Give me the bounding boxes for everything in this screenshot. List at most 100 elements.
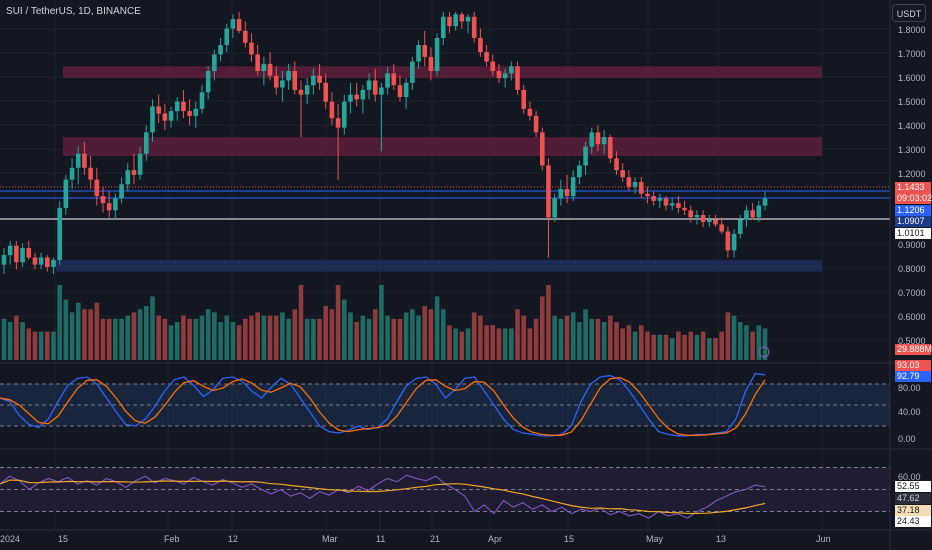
volume-bar: [156, 315, 161, 360]
volume-bar: [694, 334, 700, 360]
countdown-tag: 09:03:02: [895, 193, 932, 204]
lightning-icon: [758, 346, 770, 358]
volume-bar: [218, 322, 223, 360]
price-axis-label: 1.6000: [898, 73, 926, 83]
candle-body: [589, 132, 595, 147]
candle-body: [453, 14, 458, 27]
volume-bar: [292, 309, 298, 360]
volume-bar: [199, 315, 205, 360]
volume-bar: [465, 328, 471, 360]
volume-bar: [280, 312, 285, 360]
price-axis-label: 0.5000: [898, 336, 926, 346]
candle-body: [496, 71, 502, 79]
candle-body: [38, 257, 44, 265]
volume-bar: [626, 325, 632, 360]
rsi-level-b-tag: 37.18: [895, 505, 931, 516]
volume-bar: [645, 331, 650, 360]
candle-body: [428, 56, 434, 72]
volume-bar: [255, 312, 260, 360]
volume-bar: [273, 315, 279, 360]
volume-bar: [428, 309, 434, 360]
volume-bar: [608, 315, 613, 360]
candle-body: [379, 87, 384, 95]
candle-body: [750, 210, 755, 218]
candle-body: [595, 132, 601, 145]
candle-body: [484, 52, 489, 62]
candle-body: [651, 196, 656, 201]
candle-body: [385, 73, 390, 88]
volume-bar: [422, 306, 428, 360]
rsi-level-c-tag: 24.43: [895, 516, 931, 527]
volume-bar: [614, 322, 619, 360]
candle-body: [354, 94, 359, 100]
candle-body: [20, 248, 25, 263]
volume-bar: [750, 331, 755, 360]
volume-bar: [663, 334, 669, 360]
volume-bar: [162, 318, 168, 360]
candle-body: [669, 203, 675, 206]
currency-unit-button[interactable]: USDT: [892, 4, 926, 22]
volume-bar: [88, 309, 93, 360]
candle-body: [113, 198, 118, 211]
candle-body: [638, 181, 644, 194]
volume-bars: [1, 285, 770, 360]
candle-body: [583, 146, 588, 166]
volume-bar: [26, 328, 32, 360]
volume-bar: [1, 318, 7, 360]
volume-bar: [51, 331, 56, 360]
candle-body: [125, 170, 131, 185]
rsi-value-tag: 52.55: [895, 481, 931, 492]
volume-bar: [397, 318, 403, 360]
candle-body: [372, 80, 378, 95]
time-axis-label: 15: [564, 534, 575, 544]
candle-body: [100, 196, 106, 204]
volume-bar: [552, 315, 557, 360]
candle-body: [527, 108, 533, 116]
candle-body: [304, 85, 310, 95]
candle-body: [14, 245, 19, 263]
volume-bar: [707, 338, 712, 360]
volume-bar: [509, 328, 514, 360]
volume-bar: [125, 315, 131, 360]
candle-body: [329, 101, 335, 119]
volume-bar: [106, 318, 112, 360]
volume-bar: [181, 315, 186, 360]
candle-body: [713, 219, 718, 225]
candle-body: [82, 153, 87, 168]
volume-bar: [595, 318, 601, 360]
rsi-ma-line: [0, 479, 766, 515]
volume-bar: [20, 322, 25, 360]
volume-bar: [620, 328, 625, 360]
candle-body: [63, 179, 69, 208]
candle-body: [292, 71, 298, 90]
candle-body: [694, 215, 700, 218]
volume-bar: [440, 309, 446, 360]
level-tag-1: 1.1206: [895, 205, 931, 216]
candle-body: [45, 257, 50, 267]
price-axis-label: 1.7000: [898, 49, 926, 59]
volume-bar: [286, 318, 291, 360]
candle-body: [440, 16, 446, 38]
volume-bar: [249, 315, 254, 360]
stoch-axis-label: 0.00: [898, 434, 916, 444]
volume-bar: [341, 299, 347, 360]
candle-body: [348, 94, 353, 102]
last-price-tag: 1.1433: [895, 182, 931, 193]
candle-body: [57, 207, 62, 260]
candle-body: [422, 45, 428, 57]
candle-body: [261, 63, 267, 72]
rsi-axis-label: 60.00: [898, 472, 921, 482]
candle-body: [119, 184, 124, 199]
volume-bar: [657, 334, 663, 360]
candle-body: [539, 132, 545, 166]
volume-bar: [7, 322, 13, 360]
candle-body: [273, 75, 279, 88]
candle-body: [682, 207, 687, 211]
volume-bar: [385, 315, 390, 360]
volume-bar: [527, 328, 533, 360]
candle-body: [558, 189, 564, 199]
volume-bar: [410, 309, 415, 360]
candle-body: [570, 177, 576, 197]
candle-body: [317, 75, 322, 83]
